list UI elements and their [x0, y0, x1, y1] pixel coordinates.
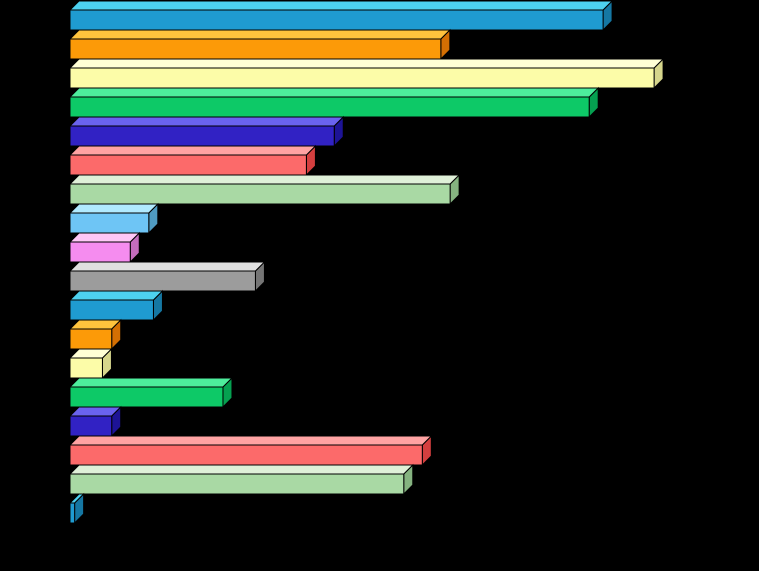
- bar-front-face: [69, 125, 335, 147]
- bar-front-face: [69, 415, 113, 437]
- bar-9[interactable]: [68, 231, 141, 264]
- bar-16[interactable]: [68, 434, 433, 467]
- bar-front-face: [69, 328, 113, 350]
- bar-4[interactable]: [68, 86, 600, 119]
- bar-6[interactable]: [68, 144, 317, 177]
- bar-front-face: [69, 299, 154, 321]
- bar-front-face: [69, 9, 604, 31]
- bar-top-face: [68, 435, 433, 446]
- bar-front-face: [69, 270, 256, 292]
- bar-7[interactable]: [68, 173, 461, 206]
- bar-top-face: [68, 261, 266, 272]
- bar-14[interactable]: [68, 376, 234, 409]
- bar-front-face: [69, 241, 131, 263]
- bar-front-face: [69, 154, 307, 176]
- bar-top-face: [68, 29, 452, 40]
- bar-top-face: [68, 145, 317, 156]
- bar-top-face: [68, 377, 234, 388]
- bar-17[interactable]: [68, 463, 415, 496]
- bar-front-face: [69, 96, 590, 118]
- bar-front-face: [69, 386, 224, 408]
- bar-15[interactable]: [68, 405, 123, 438]
- bar-11[interactable]: [68, 289, 164, 322]
- bar-front-face: [69, 67, 655, 89]
- bar-front-face: [69, 502, 76, 524]
- bar-3[interactable]: [68, 57, 665, 90]
- bar-top-face: [68, 319, 122, 330]
- bar-12[interactable]: [68, 318, 123, 351]
- bar-top-face: [68, 203, 160, 214]
- bar-top-face: [68, 464, 414, 475]
- bar-18[interactable]: [68, 492, 86, 525]
- bar-front-face: [69, 183, 451, 205]
- bar-top-face: [68, 174, 461, 185]
- bar-top-face: [68, 0, 614, 11]
- bar-top-face: [68, 406, 122, 417]
- bar-top-face: [68, 290, 164, 301]
- bar-13[interactable]: [68, 347, 113, 380]
- bar-10[interactable]: [68, 260, 266, 293]
- bar-top-face: [68, 58, 665, 69]
- bar-front-face: [69, 212, 150, 234]
- bar-front-face: [69, 444, 423, 466]
- bar-2[interactable]: [68, 28, 452, 61]
- bar-top-face: [68, 116, 345, 127]
- bar-8[interactable]: [68, 202, 160, 235]
- bar-front-face: [69, 473, 405, 495]
- bar-5[interactable]: [68, 115, 345, 148]
- bar-top-face: [68, 87, 600, 98]
- bar-top-face: [68, 348, 113, 359]
- bar-front-face: [69, 38, 442, 60]
- bar-top-face: [68, 493, 85, 504]
- bar-top-face: [68, 232, 141, 243]
- bar-1[interactable]: [68, 0, 614, 32]
- bar-front-face: [69, 357, 103, 379]
